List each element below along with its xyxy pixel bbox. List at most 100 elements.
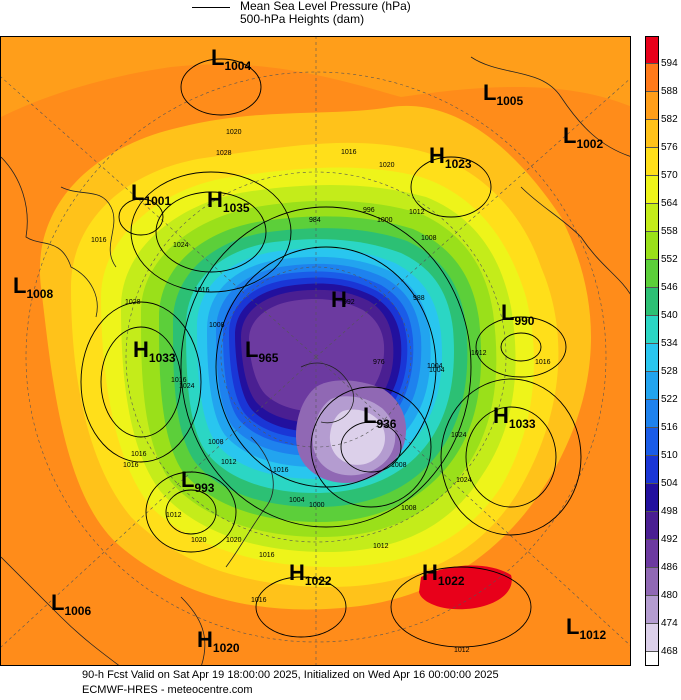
coastlines <box>1 56 630 665</box>
height-band-594 <box>419 565 512 610</box>
color-scale-label: 528 <box>661 366 678 377</box>
isobar-label: 984 <box>309 217 321 224</box>
color-scale-swatch <box>645 540 659 568</box>
source-credit: ECMWF-HRES - meteocentre.com <box>82 684 253 696</box>
pressure-system-high: H1023 <box>429 143 472 171</box>
isobar-label: 1008 <box>391 462 407 469</box>
color-scale-label: 498 <box>661 506 678 517</box>
pressure-system-low: L1004 <box>211 45 252 73</box>
isobar-line-sample <box>192 7 230 8</box>
color-scale-swatch <box>645 204 659 232</box>
color-scale-label: 534 <box>661 338 678 349</box>
pressure-system-high: H1022 <box>422 560 465 588</box>
color-scale-swatch <box>645 512 659 540</box>
color-scale-swatch <box>645 288 659 316</box>
isobar-label: 1004 <box>429 367 445 374</box>
color-scale-label: 552 <box>661 254 678 265</box>
isobar-label: 996 <box>363 207 375 214</box>
isobar-label: 1012 <box>373 543 389 550</box>
pressure-system-high: H <box>331 287 347 312</box>
color-scale-swatch <box>645 596 659 624</box>
legend-heights-label: 500-hPa Heights (dam) <box>240 12 365 26</box>
pressure-system-low: L1012 <box>566 614 607 642</box>
isobar-label: 1020 <box>226 537 242 544</box>
pressure-system-low: L1001 <box>131 180 172 208</box>
isobar-label: 976 <box>373 359 385 366</box>
isobar-label: 1020 <box>226 129 242 136</box>
isobar-label: 1016 <box>123 462 139 469</box>
pressure-system-low: L1006 <box>51 590 92 618</box>
color-scale-swatch <box>645 400 659 428</box>
isobar-label: 1008 <box>209 322 225 329</box>
pressure-system-low: L1005 <box>483 80 524 108</box>
graticule <box>1 37 630 665</box>
legend: Mean Sea Level Pressure (hPa) 500-hPa He… <box>192 0 452 34</box>
isobar-label: 1000 <box>377 217 393 224</box>
isobar-label: 1004 <box>427 363 443 370</box>
color-scale-bar: 594 588 582 576 570 564 558 552 546 540 534 528 522 5… <box>645 36 681 666</box>
color-scale-swatch <box>645 92 659 120</box>
map-graphic <box>1 37 630 665</box>
color-scale-label: 510 <box>661 450 678 461</box>
isobar-label: 1012 <box>471 350 487 357</box>
isobar-label: 1024 <box>456 477 472 484</box>
color-scale-label: 486 <box>661 562 678 573</box>
isobar-label: 1016 <box>259 552 275 559</box>
isobar-label: 1008 <box>401 505 417 512</box>
isobar-label: 1016 <box>194 287 210 294</box>
color-scale-label: 546 <box>661 282 678 293</box>
isobar-label: 1012 <box>454 647 470 654</box>
color-scale-swatch <box>645 624 659 652</box>
isobar-label: 992 <box>343 299 355 306</box>
color-scale-frame <box>645 36 659 666</box>
color-scale-label: 504 <box>661 478 678 489</box>
color-scale-label: 474 <box>661 618 678 629</box>
isobars <box>80 58 582 648</box>
pressure-system-low: L1002 <box>563 123 604 151</box>
color-scale-label: 594 <box>661 58 678 69</box>
color-scale-swatch <box>645 260 659 288</box>
isobar-label: 1012 <box>166 512 182 519</box>
forecast-map: L1004 L1005 L1002 H1023 L1001 H1035 L100… <box>0 36 631 666</box>
color-scale-swatch <box>645 36 659 64</box>
pressure-system-high: H1033 <box>133 337 176 365</box>
pressure-system-high: H1035 <box>207 187 250 215</box>
isobar-label: 1016 <box>91 237 107 244</box>
isobar-label: 1012 <box>221 459 237 466</box>
color-scale-swatch <box>645 456 659 484</box>
pressure-system-low: L965 <box>245 337 279 365</box>
isobar-label: 1008 <box>208 439 224 446</box>
color-scale-label: 558 <box>661 226 678 237</box>
forecast-valid-text: 90-h Fcst Valid on Sat Apr 19 18:00:00 2… <box>82 669 499 681</box>
color-scale-swatch <box>645 120 659 148</box>
isobar-label: 1024 <box>173 242 189 249</box>
isobar-label: 1016 <box>251 597 267 604</box>
isobar-label: 1000 <box>309 502 325 509</box>
color-scale-swatch <box>645 568 659 596</box>
pressure-system-low: L1008 <box>13 273 54 301</box>
pressure-system-low: L936 <box>363 403 397 431</box>
isobar-label: 1028 <box>125 299 141 306</box>
color-scale-label: 540 <box>661 310 678 321</box>
pressure-system-low: L990 <box>501 300 535 328</box>
color-scale-label: 522 <box>661 394 678 405</box>
color-scale-swatch <box>645 176 659 204</box>
isobar-label: 1016 <box>131 451 147 458</box>
isobar-label: 1020 <box>379 162 395 169</box>
color-scale-swatch <box>645 316 659 344</box>
color-scale-label: 582 <box>661 114 678 125</box>
color-scale-swatch <box>645 148 659 176</box>
color-scale-label: 480 <box>661 590 678 601</box>
color-scale-label: 570 <box>661 170 678 181</box>
isobar-label: 1008 <box>421 235 437 242</box>
color-scale-swatch <box>645 428 659 456</box>
height-band-582 <box>1 37 630 117</box>
isobar-label: 1016 <box>171 377 187 384</box>
pressure-system-high: H1020 <box>197 627 240 655</box>
color-scale-swatch <box>645 344 659 372</box>
pressure-system-high: H1022 <box>289 560 332 588</box>
isobar-label: 988 <box>413 295 425 302</box>
isobar-label: 1016 <box>273 467 289 474</box>
color-scale-swatch <box>645 372 659 400</box>
color-scale-label: 468 <box>661 646 678 657</box>
